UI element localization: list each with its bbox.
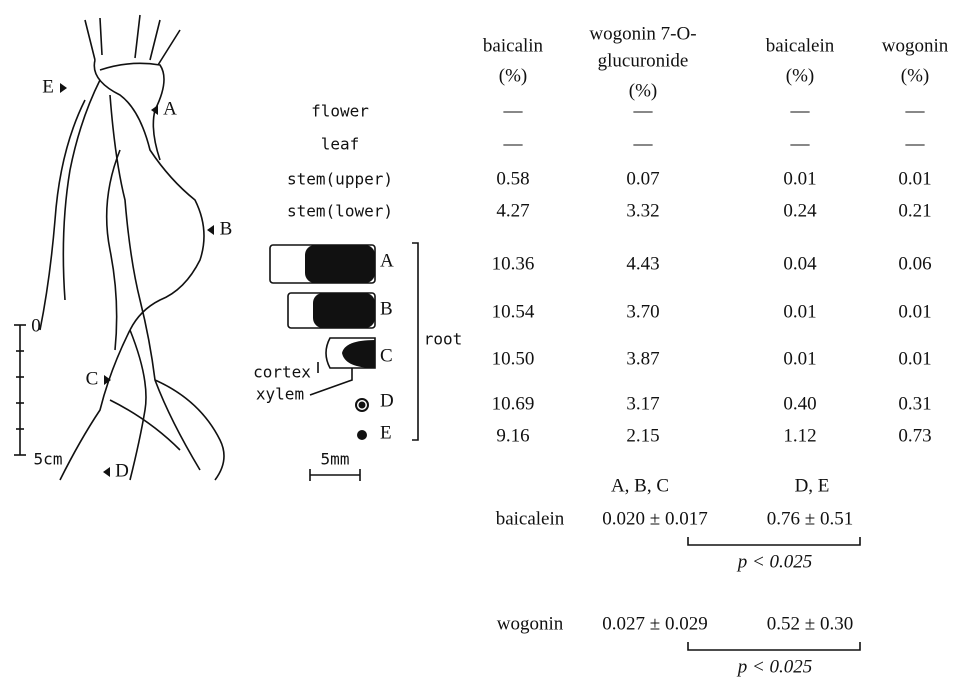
cell: 0.31	[898, 393, 931, 414]
sketch-label: E	[42, 76, 54, 97]
cell: 0.01	[898, 348, 931, 369]
cell: 3.87	[626, 348, 659, 369]
cell: —	[633, 133, 654, 154]
sketch-label: D	[115, 460, 129, 481]
cell: 0.01	[898, 301, 931, 322]
cell: —	[503, 133, 524, 154]
xylem-label: xylem	[256, 385, 304, 404]
row-label: flower	[311, 102, 369, 121]
sketch-label: C	[86, 368, 99, 389]
cell: 2.15	[626, 425, 659, 446]
stat-value: 0.52 ± 0.30	[767, 613, 853, 634]
cell: 4.27	[496, 200, 529, 221]
scale-label: 5cm	[34, 450, 63, 469]
cell: 10.69	[492, 393, 535, 414]
row-label: E	[380, 422, 392, 443]
cell: 0.07	[626, 168, 659, 189]
row-label: B	[380, 298, 393, 319]
cell: 10.54	[492, 301, 535, 322]
sketch-label: A	[163, 98, 177, 119]
cell: —	[905, 133, 926, 154]
cell: 0.06	[898, 253, 931, 274]
cell: —	[503, 100, 524, 121]
cell: 9.16	[496, 425, 529, 446]
sketch-label: B	[220, 218, 233, 239]
cell: 0.58	[496, 168, 529, 189]
scale-label: 0	[31, 315, 41, 336]
section-scale-label: 5mm	[321, 450, 350, 469]
cell: —	[790, 133, 811, 154]
stat-label: wogonin	[497, 613, 564, 634]
column-header: (%)	[629, 80, 657, 101]
cell: 0.73	[898, 425, 931, 446]
group-header: D, E	[795, 475, 830, 496]
cell: —	[905, 100, 926, 121]
stat-label: baicalein	[496, 508, 565, 529]
cortex-label: cortex	[253, 363, 311, 382]
figure: baicalin (%) wogonin 7-O-glucuronide (%) bai…	[0, 0, 961, 677]
row-label: leaf	[321, 135, 360, 154]
column-header: (%)	[786, 65, 814, 86]
column-header: (%)	[901, 65, 929, 86]
stat-value: 0.020 ± 0.017	[602, 508, 707, 529]
row-label: stem(upper)	[287, 170, 393, 189]
p-value: p < 0.025	[736, 551, 813, 572]
row-label: C	[380, 345, 393, 366]
cell: 3.70	[626, 301, 659, 322]
group-label: root	[424, 330, 463, 349]
row-label: D	[380, 390, 394, 411]
cell: 0.24	[783, 200, 817, 221]
column-header: glucuronide	[598, 50, 689, 71]
p-value: p < 0.025	[736, 656, 813, 677]
cell: 0.01	[783, 301, 816, 322]
column-header: baicalin	[483, 35, 544, 56]
group-header: A, B, C	[611, 475, 669, 496]
cell: 0.21	[898, 200, 931, 221]
column-header: baicalein	[766, 35, 835, 56]
row-label: A	[380, 250, 394, 271]
stat-bracket	[688, 537, 860, 545]
cell: 0.01	[783, 168, 816, 189]
cell: 3.17	[626, 393, 659, 414]
stat-bracket	[688, 642, 860, 650]
cell: 10.50	[492, 348, 535, 369]
pointer	[207, 225, 214, 235]
cell: 0.04	[783, 253, 817, 274]
cell: 0.01	[898, 168, 931, 189]
cell: 3.32	[626, 200, 659, 221]
stat-value: 0.027 ± 0.029	[602, 613, 707, 634]
column-header: (%)	[499, 65, 527, 86]
cell: 0.40	[783, 393, 816, 414]
column-header: wogonin 7-O-	[589, 23, 696, 44]
column-header: wogonin	[882, 35, 949, 56]
cell: 1.12	[783, 425, 816, 446]
root-sketch	[40, 15, 224, 480]
cell: 4.43	[626, 253, 659, 274]
pointer	[103, 467, 110, 477]
cell: —	[633, 100, 654, 121]
cell: —	[790, 100, 811, 121]
cell: 0.01	[783, 348, 816, 369]
cell: 10.36	[492, 253, 535, 274]
stat-value: 0.76 ± 0.51	[767, 508, 853, 529]
pointer	[60, 83, 67, 93]
row-label: stem(lower)	[287, 202, 393, 221]
